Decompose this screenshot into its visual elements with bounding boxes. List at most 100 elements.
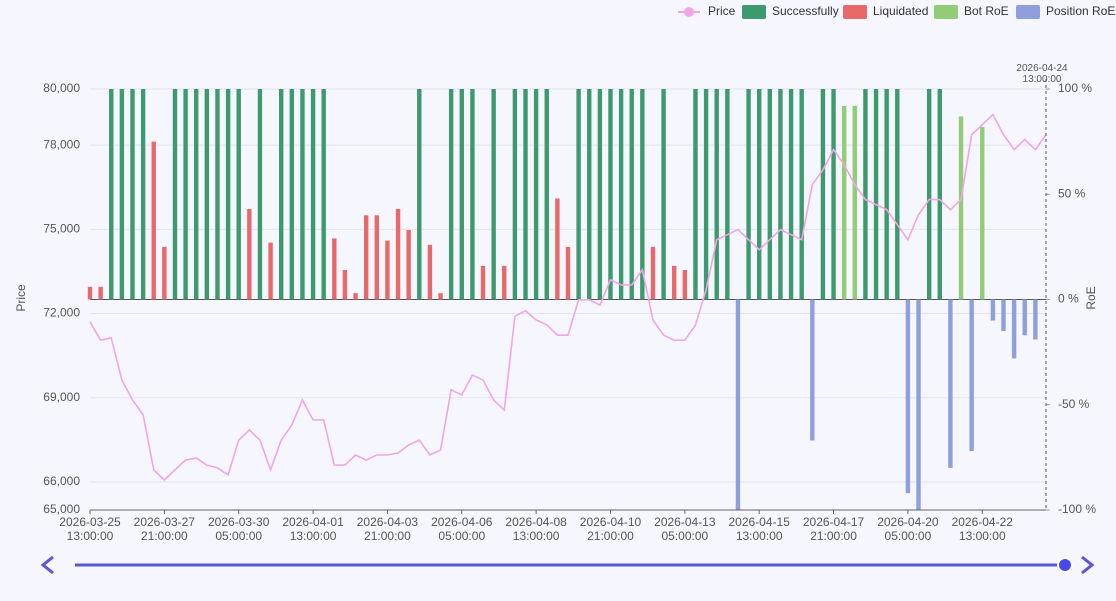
bar — [502, 265, 507, 300]
bar — [831, 89, 836, 300]
bar — [87, 286, 93, 300]
time-slider[interactable] — [75, 557, 1073, 573]
bar — [810, 299, 815, 441]
bar — [247, 208, 252, 300]
bar — [385, 240, 390, 300]
bar — [565, 246, 571, 300]
y-tick-label: 72,000 — [43, 306, 80, 320]
bar — [693, 89, 698, 300]
bar — [459, 89, 464, 300]
x-tick-label: 2026-04-06 05:00:00 — [431, 515, 493, 543]
bar — [884, 89, 889, 300]
bar — [310, 89, 316, 300]
bar — [863, 89, 868, 300]
bar — [480, 265, 486, 300]
bar — [533, 89, 539, 300]
bar — [491, 89, 496, 300]
bar — [204, 89, 210, 300]
bar — [757, 89, 762, 300]
legend-swatch — [684, 7, 694, 17]
bar — [417, 89, 422, 300]
bar — [279, 89, 284, 300]
crosshair-label: 2026-04-24 13:00:00 — [1016, 63, 1068, 85]
bar — [640, 89, 645, 300]
bar — [682, 270, 688, 300]
bar — [109, 89, 114, 300]
bar — [119, 89, 125, 300]
bar — [629, 89, 634, 300]
x-tick-label: 2026-04-13 05:00:00 — [654, 515, 716, 543]
bar — [321, 89, 326, 300]
bar — [98, 286, 103, 300]
y-tick-label: 78,000 — [43, 137, 80, 151]
bar — [172, 89, 178, 300]
x-tick-label: 2026-04-20 05:00:00 — [877, 515, 939, 543]
bar — [300, 89, 305, 300]
bar — [926, 89, 932, 300]
bar — [661, 89, 666, 300]
bar — [395, 208, 401, 300]
x-tick-label: 2026-04-10 21:00:00 — [579, 515, 642, 543]
bar — [427, 244, 433, 300]
legend-swatch — [934, 5, 958, 19]
slider-next[interactable] — [1081, 555, 1095, 575]
legend-label: Bot RoE — [964, 4, 1009, 18]
y2-tick-label: -100 % — [1058, 502, 1096, 516]
bar — [1011, 299, 1017, 359]
bar — [374, 215, 379, 300]
legend-label: Successfully — [772, 4, 839, 18]
bar — [225, 89, 231, 300]
bar — [608, 89, 613, 300]
bar — [778, 89, 783, 300]
bar — [342, 270, 348, 300]
bar — [130, 89, 135, 300]
bar — [672, 265, 677, 300]
y-tick-label: 75,000 — [43, 222, 80, 236]
legend-swatch — [742, 5, 766, 19]
bar — [725, 89, 730, 300]
legend-label: Price — [708, 4, 736, 18]
bar — [363, 215, 369, 300]
bar — [576, 89, 581, 300]
bar — [140, 89, 146, 300]
bar — [788, 89, 794, 300]
bar — [703, 89, 709, 300]
bar — [289, 89, 295, 300]
bar — [268, 242, 273, 300]
bar — [948, 299, 953, 468]
y-tick-label: 69,000 — [43, 390, 80, 404]
legend-label: Position RoE — [1046, 4, 1115, 18]
slider-handle[interactable] — [1057, 557, 1073, 573]
x-tick-label: 2026-04-17 21:00:00 — [802, 515, 865, 543]
bar — [236, 89, 241, 300]
x-tick-label: 2026-04-22 13:00:00 — [951, 515, 1013, 543]
x-tick-label: 2026-04-08 13:00:00 — [505, 515, 567, 543]
bar — [215, 89, 220, 300]
x-tick-label: 2026-04-03 21:00:00 — [356, 515, 419, 543]
bar — [852, 105, 857, 300]
bar — [916, 299, 921, 510]
x-tick-label: 2026-04-15 13:00:00 — [728, 515, 790, 543]
bar — [257, 89, 263, 300]
bar — [151, 141, 156, 300]
price-line — [89, 113, 1047, 482]
y2-tick-label: 100 % — [1058, 81, 1092, 95]
bar — [512, 89, 518, 300]
bar — [332, 238, 337, 300]
bar — [958, 116, 964, 300]
bar — [650, 246, 656, 300]
slider-prev[interactable] — [40, 555, 54, 575]
bar — [820, 89, 826, 300]
legend-swatch — [1016, 5, 1040, 19]
bar — [1001, 299, 1006, 332]
x-tick-label: 2026-03-30 05:00:00 — [208, 515, 270, 543]
bar — [873, 89, 879, 300]
y-tick-label: 80,000 — [43, 81, 80, 95]
bar — [597, 89, 603, 300]
bar — [470, 89, 475, 300]
bar — [841, 105, 847, 300]
y-tick-label: 65,000 — [43, 502, 80, 516]
bar — [799, 89, 804, 300]
